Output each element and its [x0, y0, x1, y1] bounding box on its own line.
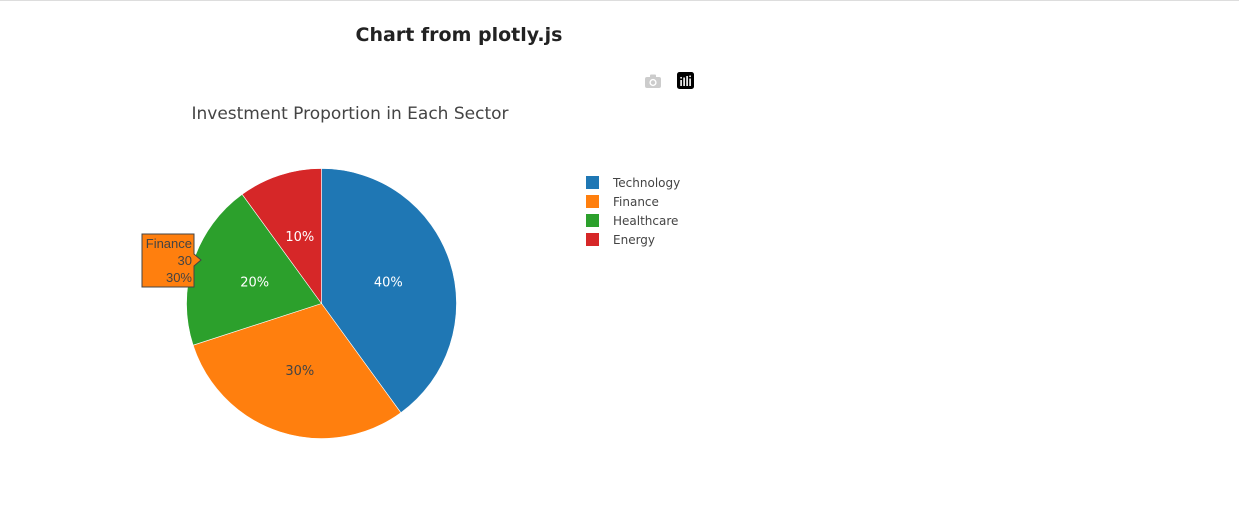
- slice-label-energy: 10%: [285, 230, 314, 245]
- legend-swatch-finance: [586, 195, 599, 208]
- hover-label: Finance: [146, 236, 192, 251]
- hover-percent: 30%: [166, 270, 192, 285]
- legend-item-energy[interactable]: Energy: [586, 233, 655, 247]
- legend-item-finance[interactable]: Finance: [586, 195, 659, 209]
- hover-value: 30: [178, 253, 192, 268]
- slice-label-healthcare: 20%: [240, 275, 269, 290]
- legend: Technology Finance Healthcare Energy: [586, 176, 680, 247]
- legend-label-finance: Finance: [613, 195, 659, 209]
- slice-label-technology: 40%: [374, 275, 403, 290]
- legend-swatch-healthcare: [586, 214, 599, 227]
- page-title: Chart from plotly.js: [355, 24, 563, 46]
- chart-title: Investment Proportion in Each Sector: [191, 104, 508, 124]
- camera-icon[interactable]: [642, 70, 664, 92]
- legend-label-technology: Technology: [612, 176, 680, 190]
- pie-slices: [186, 168, 457, 439]
- hover-tooltip: Finance 30 30%: [141, 233, 202, 288]
- legend-item-healthcare[interactable]: Healthcare: [586, 214, 678, 228]
- legend-swatch-technology: [586, 176, 599, 189]
- modebar: [642, 70, 698, 92]
- slice-label-finance: 30%: [285, 364, 314, 379]
- hover-box: [141, 233, 202, 288]
- pie-slice-technology[interactable]: [321, 168, 457, 414]
- pie-slice-energy[interactable]: [241, 168, 322, 305]
- plotly-logo-icon[interactable]: [675, 70, 697, 92]
- top-divider: [0, 0, 1239, 1]
- legend-swatch-energy: [586, 233, 599, 246]
- pie-slice-finance[interactable]: [192, 303, 402, 439]
- legend-item-technology[interactable]: Technology: [586, 176, 680, 190]
- legend-label-healthcare: Healthcare: [613, 214, 678, 228]
- pie-slice-labels: 40% 30% 20% 10%: [240, 230, 403, 379]
- legend-label-energy: Energy: [613, 233, 655, 247]
